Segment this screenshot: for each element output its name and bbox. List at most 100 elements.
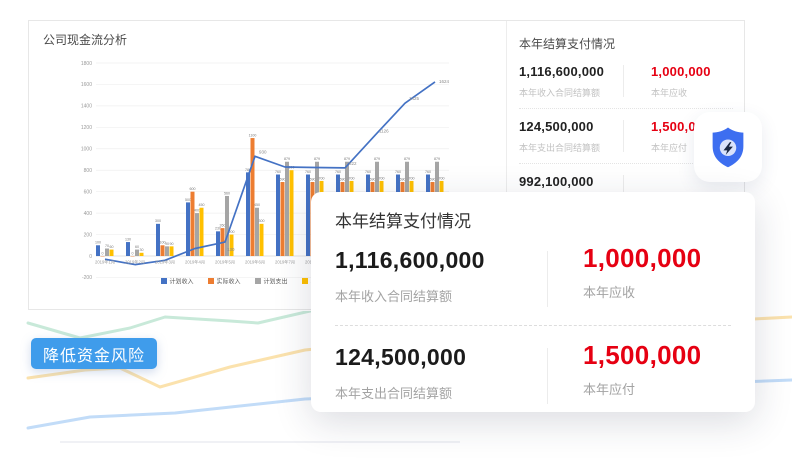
- svg-text:1200: 1200: [81, 125, 92, 131]
- popup-expense-settled: 124,500,000 本年支出合同结算额: [335, 344, 547, 402]
- svg-text:760: 760: [275, 170, 281, 174]
- settlement-popup-card: 本年结算支付情况 1,116,600,000 本年收入合同结算额 1,000,0…: [311, 192, 755, 412]
- svg-text:700: 700: [409, 176, 415, 180]
- stat-caption: 本年应收: [651, 88, 688, 98]
- svg-text:780: 780: [245, 168, 251, 172]
- svg-text:760: 760: [365, 170, 371, 174]
- svg-text:1425: 1425: [409, 96, 420, 101]
- popup-row-income: 1,116,600,000 本年收入合同结算额 1,000,000 本年应收: [335, 243, 731, 307]
- svg-text:450: 450: [199, 203, 205, 207]
- svg-text:879: 879: [314, 157, 320, 161]
- svg-text:60: 60: [135, 245, 139, 249]
- stat-caption: 本年收入合同结算额: [519, 88, 601, 98]
- popup-value: 124,500,000: [335, 344, 467, 370]
- popup-title: 本年结算支付情况: [335, 212, 471, 231]
- svg-text:2019年7月: 2019年7月: [275, 259, 295, 266]
- popup-value-red: 1,500,000: [583, 340, 702, 370]
- chart-title: 公司现金流分析: [43, 33, 128, 47]
- svg-text:2019年1月: 2019年1月: [95, 259, 115, 266]
- svg-text:130: 130: [125, 237, 131, 241]
- svg-text:90: 90: [170, 242, 174, 246]
- svg-text:230: 230: [215, 227, 221, 231]
- stat-balance-right: [623, 174, 733, 209]
- svg-text:1800: 1800: [81, 61, 92, 67]
- svg-text:690: 690: [400, 177, 406, 181]
- stat-caption: 本年支出合同结算额: [519, 143, 601, 153]
- svg-text:2019年4月: 2019年4月: [185, 259, 205, 266]
- svg-text:879: 879: [404, 157, 410, 161]
- svg-text:700: 700: [349, 176, 355, 180]
- chart-legend: 计划收入实际收入计划支出实际支出: [161, 278, 335, 286]
- svg-text:700: 700: [439, 176, 445, 180]
- svg-text:260: 260: [220, 224, 226, 228]
- svg-text:0: 0: [132, 251, 134, 255]
- svg-text:2019年2月: 2019年2月: [125, 259, 145, 266]
- svg-text:60: 60: [110, 245, 114, 249]
- security-shield-card: [694, 112, 762, 182]
- shield-lightning-icon: [712, 127, 744, 168]
- svg-text:300: 300: [155, 219, 161, 223]
- popup-caption: 本年应付: [583, 382, 636, 397]
- svg-text:760: 760: [335, 170, 341, 174]
- svg-text:100: 100: [160, 241, 166, 245]
- svg-text:2019年3月: 2019年3月: [155, 259, 175, 266]
- popup-receivable: 1,000,000 本年应收: [547, 243, 731, 307]
- svg-text:690: 690: [340, 177, 346, 181]
- svg-text:400: 400: [194, 209, 200, 213]
- svg-text:130: 130: [227, 247, 235, 252]
- svg-text:760: 760: [395, 170, 401, 174]
- svg-text:2019年6月: 2019年6月: [245, 259, 265, 266]
- reduce-risk-badge[interactable]: 降低资金风险: [31, 338, 157, 369]
- deco-teal-line: [26, 311, 331, 340]
- svg-text:100: 100: [95, 241, 101, 245]
- svg-text:690: 690: [310, 177, 316, 181]
- svg-text:-200: -200: [82, 275, 92, 281]
- svg-text:450: 450: [254, 203, 260, 207]
- svg-text:200: 200: [229, 230, 235, 234]
- svg-text:2019年5月: 2019年5月: [215, 259, 235, 266]
- stat-value: 124,500,000: [519, 119, 594, 134]
- svg-text:690: 690: [430, 177, 436, 181]
- svg-text:0: 0: [89, 254, 92, 260]
- svg-text:879: 879: [374, 157, 380, 161]
- svg-text:800: 800: [84, 168, 93, 174]
- svg-text:0: 0: [102, 251, 104, 255]
- stat-expense-settled: 124,500,000 本年支出合同结算额: [519, 119, 623, 154]
- svg-text:760: 760: [425, 170, 431, 174]
- svg-text:690: 690: [280, 177, 286, 181]
- svg-text:200: 200: [84, 232, 93, 238]
- svg-text:822: 822: [349, 161, 357, 166]
- svg-text:计划支出: 计划支出: [264, 278, 288, 286]
- svg-text:600: 600: [84, 189, 93, 195]
- svg-text:700: 700: [379, 176, 385, 180]
- svg-text:600: 600: [190, 187, 196, 191]
- svg-text:1600: 1600: [81, 82, 92, 88]
- svg-text:400: 400: [84, 211, 93, 217]
- svg-text:1100: 1100: [249, 133, 257, 137]
- svg-text:30: 30: [140, 248, 144, 252]
- popup-row-expense: 124,500,000 本年支出合同结算额 1,500,000 本年应付: [335, 340, 731, 404]
- svg-text:879: 879: [434, 157, 440, 161]
- svg-text:560: 560: [224, 191, 230, 195]
- popup-value-red: 1,000,000: [583, 243, 702, 273]
- popup-dashed-divider: [335, 325, 731, 326]
- svg-text:690: 690: [370, 177, 376, 181]
- svg-text:1126: 1126: [379, 128, 389, 133]
- popup-caption: 本年收入合同结算额: [335, 289, 453, 304]
- svg-text:930: 930: [259, 149, 267, 154]
- svg-text:70: 70: [105, 244, 109, 248]
- stat-value: 992,100,000: [519, 174, 594, 189]
- svg-text:90: 90: [165, 242, 169, 246]
- svg-text:1400: 1400: [81, 104, 92, 110]
- svg-text:879: 879: [344, 157, 350, 161]
- stat-caption: 本年应付: [651, 143, 688, 153]
- popup-income-settled: 1,116,600,000 本年收入合同结算额: [335, 247, 547, 305]
- popup-value: 1,116,600,000: [335, 247, 485, 273]
- svg-text:1624: 1624: [439, 79, 450, 84]
- svg-text:760: 760: [305, 170, 311, 174]
- svg-text:500: 500: [185, 198, 191, 202]
- popup-caption: 本年应收: [583, 285, 636, 300]
- svg-text:700: 700: [319, 176, 325, 180]
